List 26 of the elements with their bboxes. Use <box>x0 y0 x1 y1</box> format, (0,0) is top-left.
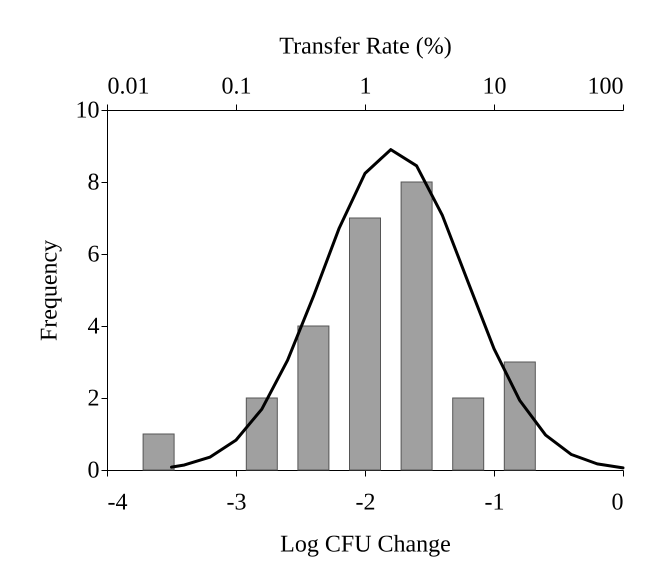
bar <box>452 398 484 470</box>
x-tick-label: -1 <box>484 490 504 516</box>
x2-tick-label: 1 <box>360 74 372 100</box>
x2-tick-label: 0.1 <box>222 74 252 100</box>
bar <box>349 218 381 470</box>
bar <box>246 398 278 470</box>
x2-tick-label: 10 <box>482 74 506 100</box>
x-tick-label: 0 <box>612 490 624 516</box>
bar <box>400 182 433 470</box>
x-tick-label: -2 <box>356 490 376 516</box>
bar <box>297 326 330 470</box>
x-axis-title: Log CFU Change <box>280 532 451 558</box>
y-tick-label: 6 <box>88 242 100 268</box>
y-tick-label: 2 <box>88 386 100 412</box>
y-tick-label: 10 <box>76 98 100 124</box>
y-tick-label: 0 <box>88 458 100 484</box>
y-axis-title: Frequency <box>36 240 62 342</box>
bar <box>504 362 536 470</box>
y-tick-label: 4 <box>88 314 100 340</box>
x-tick-label: -4 <box>108 490 128 516</box>
bar <box>142 434 175 470</box>
x2-tick-label: 100 <box>588 74 624 100</box>
x2-tick-label: 0.01 <box>108 74 150 100</box>
x2-axis-title: Transfer Rate (%) <box>279 34 452 60</box>
x-tick-label: -3 <box>226 490 246 516</box>
y-tick-label: 8 <box>88 170 100 196</box>
